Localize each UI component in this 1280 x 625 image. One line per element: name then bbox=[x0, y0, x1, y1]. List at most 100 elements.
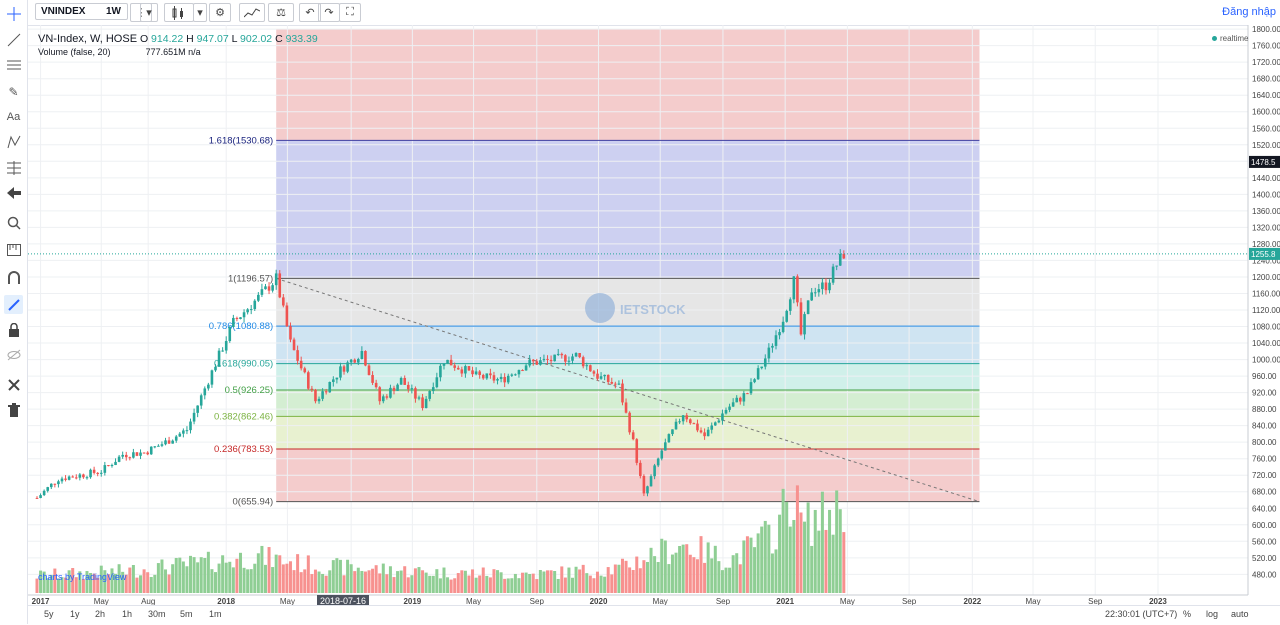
stay-in-drawing-icon[interactable] bbox=[4, 295, 23, 314]
candle-style-icon[interactable] bbox=[164, 3, 194, 22]
candle-body bbox=[803, 314, 806, 335]
back-arrow-icon[interactable] bbox=[4, 183, 23, 202]
interval-dropdown-icon[interactable]: ▾ bbox=[140, 3, 158, 22]
trendline[interactable] bbox=[276, 277, 980, 503]
volume-bar bbox=[581, 564, 585, 593]
volume-bar bbox=[256, 553, 260, 593]
time-tick-label: May bbox=[466, 597, 481, 605]
candle-body bbox=[510, 374, 514, 376]
trash-icon[interactable] bbox=[4, 400, 23, 419]
price-axis[interactable]: 480.00 520.00 560.00 600.00 640.00 680.00 720.… bbox=[1247, 25, 1280, 595]
volume-bar bbox=[449, 579, 453, 593]
timeframe-1m[interactable]: 1m bbox=[209, 609, 222, 619]
candle-body bbox=[417, 397, 421, 399]
tradingview-watermark[interactable]: charts by TradingView bbox=[38, 572, 126, 582]
compare-icon[interactable]: ⚖ bbox=[268, 3, 294, 22]
horizontal-lines-icon[interactable] bbox=[4, 55, 23, 74]
timeframe-1h[interactable]: 1h bbox=[122, 609, 133, 619]
fib-tool-icon[interactable] bbox=[4, 158, 23, 177]
brush-icon[interactable]: ✎ bbox=[8, 84, 19, 99]
tools-icon[interactable] bbox=[4, 375, 23, 394]
hide-drawings-icon[interactable] bbox=[4, 345, 23, 364]
candle-body bbox=[817, 289, 821, 293]
fib-label: 0.618(990.05) bbox=[214, 359, 273, 370]
volume-bar bbox=[353, 571, 357, 593]
crosshair-icon[interactable] bbox=[4, 4, 23, 23]
pattern-tool-icon[interactable] bbox=[4, 132, 23, 151]
volume-bar bbox=[267, 547, 271, 593]
interval-label[interactable]: 1W bbox=[106, 6, 121, 17]
candle-body bbox=[217, 350, 221, 367]
bottom-toolbar: 5y 1y 2h 1h 30m 5m 1m 22:30:01 (UTC+7) %… bbox=[28, 605, 1280, 625]
timeframe-1y[interactable]: 1y bbox=[70, 609, 80, 619]
candle-body bbox=[428, 391, 431, 399]
volume-bar bbox=[99, 565, 103, 593]
candle-body bbox=[589, 365, 592, 372]
fullscreen-icon[interactable]: ⛶ bbox=[339, 3, 361, 22]
candle-body bbox=[749, 382, 753, 394]
log-toggle[interactable]: log bbox=[1206, 609, 1219, 619]
percent-toggle[interactable]: % bbox=[1183, 609, 1192, 619]
volume-bar bbox=[578, 569, 582, 593]
fibonacci-bands[interactable] bbox=[276, 29, 980, 502]
candle-body bbox=[471, 370, 474, 375]
candle-body bbox=[89, 469, 92, 478]
candle-body bbox=[603, 374, 606, 377]
candle-body bbox=[39, 495, 42, 499]
login-link[interactable]: Đăng nhập bbox=[1222, 6, 1276, 18]
measure-icon[interactable] bbox=[4, 240, 23, 259]
symbol-search[interactable]: VNINDEX 1W bbox=[35, 3, 128, 20]
volume-bar bbox=[695, 559, 699, 593]
candle-body bbox=[738, 397, 742, 402]
undo-icon[interactable]: ↶ bbox=[299, 3, 321, 22]
volume-bar bbox=[574, 566, 578, 593]
volume-bar bbox=[117, 564, 121, 593]
auto-toggle[interactable]: auto bbox=[1231, 609, 1249, 619]
candle-body bbox=[332, 379, 335, 383]
trendline-tool-icon[interactable] bbox=[4, 30, 23, 49]
time-axis[interactable]: 2017 May Aug 2018 May Sep 2019 May Sep 2020 May Sep… bbox=[28, 594, 1248, 605]
candle-body bbox=[514, 374, 517, 376]
volume-bar bbox=[813, 509, 817, 593]
candle-body bbox=[110, 465, 114, 467]
chart-style-dropdown-icon[interactable]: ▾ bbox=[193, 3, 207, 22]
settings-gear-icon[interactable]: ⚙ bbox=[209, 3, 231, 22]
volume-bar bbox=[485, 575, 489, 593]
candle-body bbox=[371, 375, 374, 383]
timeframe-30m[interactable]: 30m bbox=[148, 609, 166, 619]
candle-body bbox=[406, 384, 410, 390]
candle-body bbox=[224, 341, 228, 351]
timeframe-2h[interactable]: 2h bbox=[95, 609, 106, 619]
text-tool-icon[interactable]: Aa bbox=[6, 110, 21, 123]
svg-text:IETSTOCK: IETSTOCK bbox=[620, 302, 686, 317]
candle-body bbox=[149, 446, 153, 455]
volume-bar bbox=[96, 577, 100, 593]
candle-body bbox=[585, 365, 589, 367]
indicators-icon[interactable] bbox=[239, 3, 265, 22]
volume-bar bbox=[249, 569, 253, 593]
volume-bar bbox=[788, 526, 792, 593]
candle-body bbox=[53, 483, 57, 485]
candle-body bbox=[71, 476, 74, 478]
magnet-icon[interactable] bbox=[4, 268, 23, 287]
volume-bar bbox=[189, 555, 193, 593]
price-tick-label: 1280.00 bbox=[1252, 240, 1280, 249]
candle-body bbox=[610, 382, 614, 384]
candle-body bbox=[596, 373, 599, 379]
volume-bar bbox=[795, 485, 799, 593]
candle-body bbox=[57, 481, 60, 485]
candle-body bbox=[107, 465, 110, 467]
zoom-icon[interactable] bbox=[4, 213, 23, 232]
lock-icon[interactable] bbox=[4, 320, 23, 339]
candle-body bbox=[396, 384, 399, 391]
volume-bar bbox=[667, 564, 671, 593]
volume-bar bbox=[835, 490, 839, 593]
timeframe-5y[interactable]: 5y bbox=[44, 609, 54, 619]
timeframe-5m[interactable]: 5m bbox=[180, 609, 193, 619]
candle-body bbox=[556, 353, 560, 355]
volume-bar bbox=[356, 567, 360, 593]
redo-icon[interactable]: ↷ bbox=[318, 3, 340, 22]
price-chart[interactable]: 1.618(1530.68) 1(1196.57) 0.786(1080.88) 0.… bbox=[28, 25, 1280, 605]
candle-body bbox=[60, 478, 64, 482]
price-tick-label: 480.00 bbox=[1252, 570, 1277, 579]
